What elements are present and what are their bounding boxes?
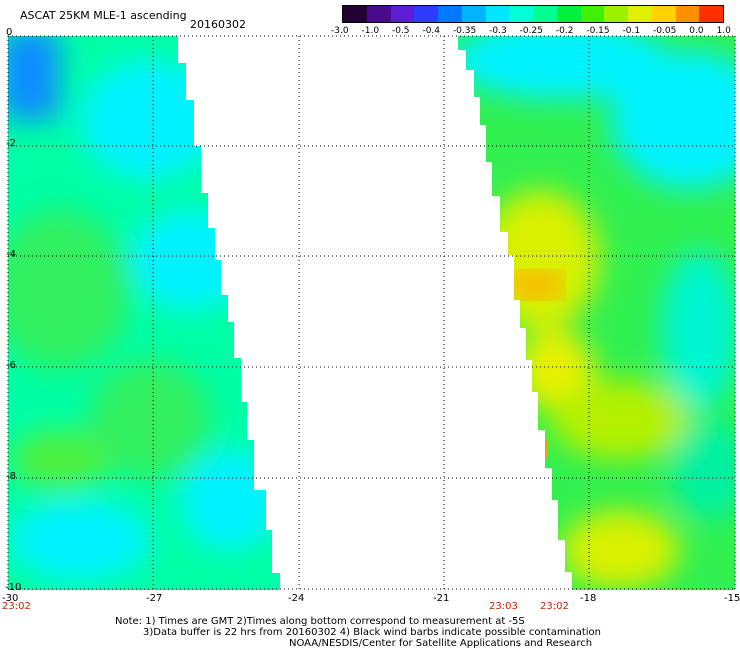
colorbar-segment [485, 6, 510, 22]
grid-lines [7, 35, 736, 590]
colorbar-segment [343, 6, 367, 22]
colorbar-segment [699, 6, 723, 22]
colorbar-label: 1.0 [716, 26, 731, 36]
colorbar-segment [556, 6, 581, 22]
colorbar-labels: -3.0 -1.0 -0.5 -0.4 -0.35 -0.3 -0.25 -0.2 -0.15 -… [331, 26, 731, 36]
colorbar-label: -0.3 [489, 26, 507, 36]
colorbar [342, 5, 724, 23]
time-label: 23:03 [489, 601, 518, 612]
lat-tick-label: -4 [6, 249, 16, 260]
note-line-2: 3)Data buffer is 22 hrs from 20160302 4)… [143, 627, 601, 638]
map-title: ASCAT 25KM MLE-1 ascending [20, 9, 187, 22]
lon-tick-label: -21 [433, 593, 449, 604]
lat-tick-label: -10 [5, 582, 21, 593]
lat-tick-label: -6 [6, 360, 16, 371]
colorbar-label: -3.0 [331, 26, 349, 36]
lon-tick-label: -30 [2, 593, 18, 604]
colorbar-segment [366, 6, 391, 22]
lon-tick-label: -24 [288, 593, 304, 604]
left-swath [8, 36, 280, 590]
colorbar-label: -0.15 [586, 26, 610, 36]
right-swath [458, 36, 735, 590]
date-label: 20160302 [190, 18, 246, 31]
note-line-1: Note: 1) Times are GMT 2)Times along bot… [115, 616, 525, 627]
lat-tick-label: -2 [6, 138, 16, 149]
colorbar-label: -0.2 [555, 26, 574, 36]
colorbar-segment [414, 6, 438, 22]
colorbar-label: -0.4 [422, 26, 441, 36]
colorbar-segment [580, 6, 605, 22]
colorbar-label: 0.0 [689, 26, 704, 36]
colorbar-segment [628, 6, 652, 22]
colorbar-label: -1.0 [361, 26, 380, 36]
lat-tick-label: -8 [6, 471, 16, 482]
colorbar-segment [675, 6, 700, 22]
lat-tick-label: 0 [6, 27, 12, 38]
colorbar-segment [438, 6, 462, 22]
map-title-line: ASCAT 25KM MLE-1 ascending [20, 9, 195, 22]
colorbar-segment [533, 6, 557, 22]
colorbar-segment [461, 6, 486, 22]
colorbar-segment [509, 6, 533, 22]
colorbar-segment [651, 6, 676, 22]
colorbar-label: -0.35 [452, 26, 477, 36]
lon-tick-label: -27 [146, 593, 162, 604]
lon-tick-label: -18 [580, 593, 596, 604]
time-label: 23:02 [2, 601, 31, 612]
colorbar-label: -0.1 [622, 26, 641, 36]
colorbar-segment [390, 6, 415, 22]
time-label: 23:02 [540, 601, 569, 612]
colorbar-label: -0.05 [653, 26, 677, 36]
note-line-3: NOAA/NESDIS/Center for Satellite Applica… [289, 638, 593, 649]
colorbar-segment [604, 6, 628, 22]
colorbar-label: -0.5 [391, 26, 410, 36]
lon-tick-label: -15 [724, 593, 740, 604]
colorbar-label: -0.25 [519, 26, 543, 36]
